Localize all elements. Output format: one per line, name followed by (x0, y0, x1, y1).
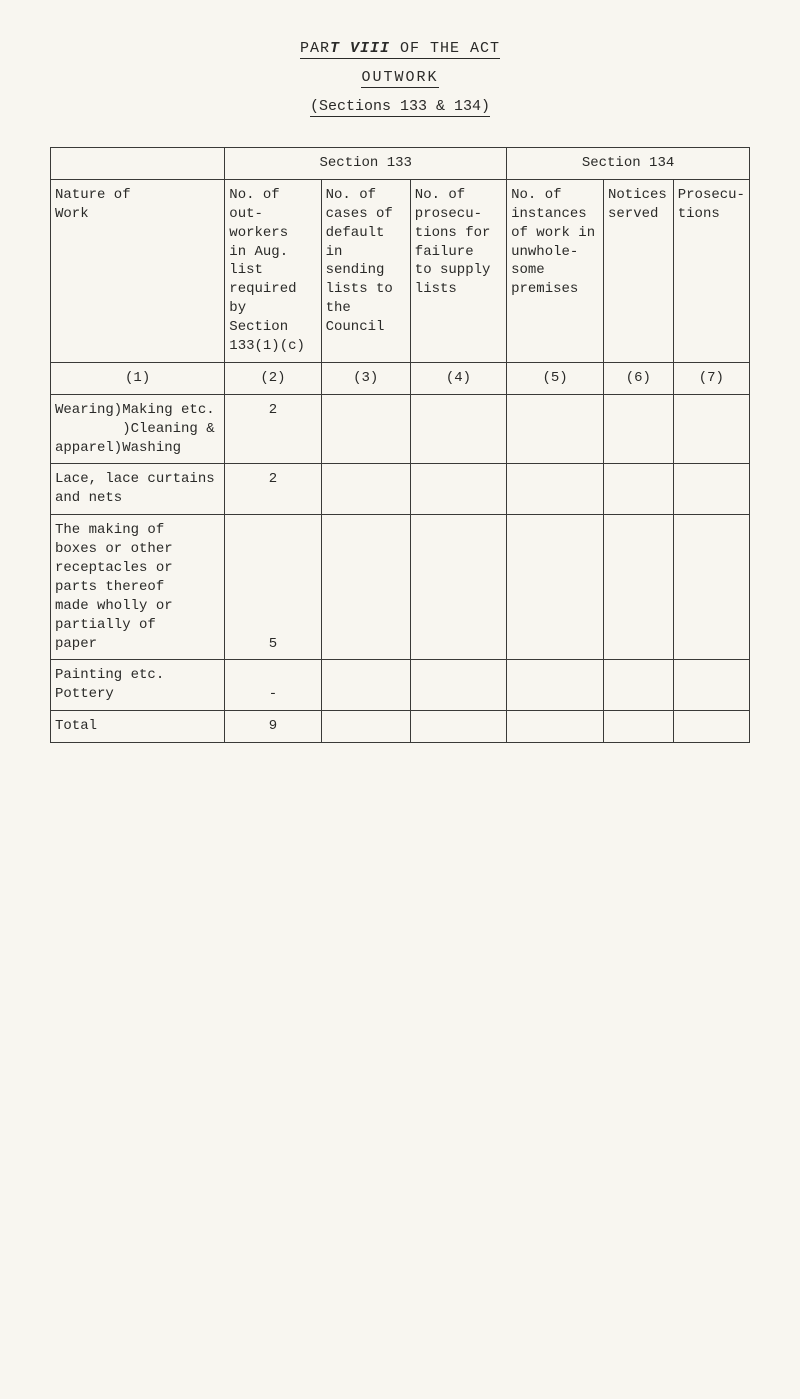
total-value: 9 (225, 711, 321, 743)
table-row: The making of boxes or other receptacles… (51, 515, 750, 660)
top-left-blank (51, 148, 225, 180)
row-blank (410, 394, 506, 464)
row-blank (410, 515, 506, 660)
row-blank (321, 660, 410, 711)
header-line-2: OUTWORK (361, 69, 438, 88)
col1-head: Nature of Work (51, 179, 225, 362)
row-blank (410, 464, 506, 515)
header-l1-suffix: OF THE ACT (390, 40, 500, 57)
total-label: Total (51, 711, 225, 743)
row-label: Lace, lace curtains and nets (51, 464, 225, 515)
row-blank (507, 394, 604, 464)
header-l1-emph: T VIII (330, 40, 390, 57)
colnum-5: (5) (507, 362, 604, 394)
row-blank (604, 660, 674, 711)
row-blank (604, 515, 674, 660)
row-blank (673, 711, 749, 743)
col4-head: No. of prosecu- tions for failure to sup… (410, 179, 506, 362)
outwork-table: Section 133 Section 134 Nature of Work N… (50, 147, 750, 743)
row-value: 2 (225, 464, 321, 515)
row-value: 2 (225, 394, 321, 464)
row-blank (507, 660, 604, 711)
column-headers-row: Nature of Work No. of out- workers in Au… (51, 179, 750, 362)
header-l1-prefix: PAR (300, 40, 330, 57)
row-blank (507, 515, 604, 660)
colnum-2: (2) (225, 362, 321, 394)
header-line-2-wrap: OUTWORK (50, 59, 750, 88)
total-row: Total 9 (51, 711, 750, 743)
col7-head: Prosecu- tions (673, 179, 749, 362)
row-blank (410, 660, 506, 711)
header-line-1: PART VIII OF THE ACT (50, 40, 750, 59)
row-blank (673, 660, 749, 711)
row-value: 5 (225, 515, 321, 660)
section-133-header: Section 133 (225, 148, 507, 180)
colnum-4: (4) (410, 362, 506, 394)
row-blank (604, 394, 674, 464)
row-blank (604, 711, 674, 743)
row-blank (673, 515, 749, 660)
column-number-row: (1) (2) (3) (4) (5) (6) (7) (51, 362, 750, 394)
row-label: Painting etc. Pottery (51, 660, 225, 711)
colnum-6: (6) (604, 362, 674, 394)
row-value: - (225, 660, 321, 711)
row-blank (673, 464, 749, 515)
document-header: PART VIII OF THE ACT OUTWORK (Sections 1… (50, 40, 750, 117)
row-blank (604, 464, 674, 515)
header-line-3: (Sections 133 & 134) (310, 98, 490, 117)
row-blank (321, 711, 410, 743)
row-label: The making of boxes or other receptacles… (51, 515, 225, 660)
col6-head: Notices served (604, 179, 674, 362)
row-blank (507, 464, 604, 515)
row-blank (321, 394, 410, 464)
colnum-1: (1) (51, 362, 225, 394)
table-row: Painting etc. Pottery - (51, 660, 750, 711)
colnum-3: (3) (321, 362, 410, 394)
header-line-3-wrap: (Sections 133 & 134) (50, 88, 750, 117)
table-row: Wearing)Making etc. )Cleaning & apparel)… (51, 394, 750, 464)
col5-head: No. of instances of work in unwhole- som… (507, 179, 604, 362)
row-blank (410, 711, 506, 743)
section-header-row: Section 133 Section 134 (51, 148, 750, 180)
table-row: Lace, lace curtains and nets 2 (51, 464, 750, 515)
col2-head: No. of out- workers in Aug. list require… (225, 179, 321, 362)
row-blank (321, 464, 410, 515)
row-blank (321, 515, 410, 660)
col3-head: No. of cases of default in sending lists… (321, 179, 410, 362)
row-blank (507, 711, 604, 743)
row-label: Wearing)Making etc. )Cleaning & apparel)… (51, 394, 225, 464)
row-blank (673, 394, 749, 464)
colnum-7: (7) (673, 362, 749, 394)
section-134-header: Section 134 (507, 148, 750, 180)
